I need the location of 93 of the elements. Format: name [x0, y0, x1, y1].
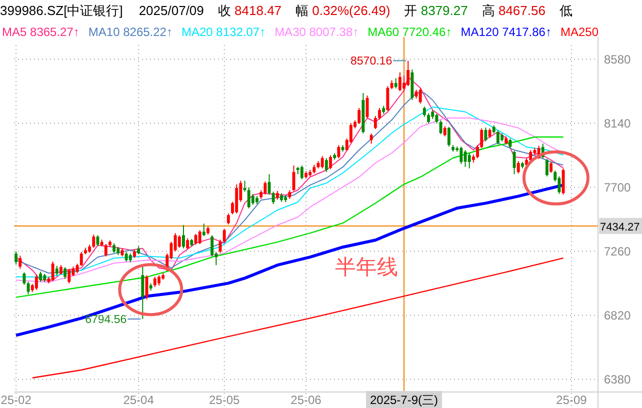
candlestick	[386, 86, 390, 112]
candlestick	[496, 130, 500, 145]
candlestick	[55, 265, 58, 276]
candlestick	[59, 264, 62, 276]
candlestick	[484, 127, 488, 142]
text: MA5 8365.27↑	[2, 25, 80, 39]
candlestick	[516, 160, 520, 174]
candlestick	[182, 224, 185, 249]
candlestick	[34, 274, 38, 290]
candlestick	[480, 128, 484, 149]
candlestick	[222, 228, 226, 244]
candlestick	[320, 156, 324, 169]
chart-title: 399986.SZ[中证银行]	[0, 3, 123, 18]
text: MA10 8265.22↑	[88, 25, 172, 39]
candlestick	[92, 234, 96, 248]
candlestick	[378, 108, 381, 120]
y-tick-label: 7260	[604, 244, 632, 258]
candlestick	[39, 271, 42, 282]
candlestick	[76, 263, 79, 274]
annotation: 8570.16	[350, 56, 392, 68]
candlestick	[418, 88, 422, 104]
candlestick	[545, 158, 548, 177]
candlestick	[247, 186, 250, 209]
candlestick	[68, 268, 71, 284]
y-tick-label: 8580	[604, 52, 632, 66]
candlestick	[153, 276, 156, 288]
text: 2025/07/09	[138, 3, 204, 18]
candlestick	[104, 244, 108, 257]
candlestick	[51, 260, 54, 282]
text: 收 8418.47	[218, 3, 282, 18]
candlestick	[508, 138, 512, 149]
candlestick	[329, 154, 332, 170]
x-tick-label: 25-09	[556, 393, 588, 407]
annotation: 6794.56	[85, 314, 127, 326]
text: MA250	[560, 25, 599, 39]
ref-line-label: 7434.27	[600, 221, 640, 234]
x-tick-label: 2025-7-9(三)	[370, 393, 438, 407]
candlestick	[300, 164, 304, 180]
y-tick-label: 7700	[604, 180, 632, 194]
candlestick	[264, 180, 267, 196]
candlestick	[476, 144, 479, 159]
candlestick	[558, 176, 561, 194]
candlestick	[251, 193, 254, 206]
candlestick	[18, 255, 22, 270]
y-tick-label: 8140	[604, 116, 632, 130]
y-tick-label: 6380	[604, 372, 632, 386]
candlestick	[202, 223, 206, 237]
candlestick	[226, 212, 230, 225]
annotation: 半年线	[335, 256, 398, 280]
candlestick	[186, 238, 190, 250]
text: MA30 8007.38↑	[274, 25, 359, 39]
y-tick-label: 6820	[604, 308, 632, 322]
candlestick	[427, 112, 430, 124]
text: 幅 0.32%(26.49)	[296, 3, 390, 18]
candlestick	[178, 234, 181, 248]
x-tick-label: 25-05	[208, 393, 240, 407]
candlestick	[460, 146, 463, 165]
candlestick	[443, 126, 446, 137]
candlestick	[337, 144, 340, 159]
candlestick	[562, 168, 565, 196]
candlestick	[198, 230, 202, 245]
text: MA60 7720.46↑	[368, 25, 452, 39]
text: MA20 8132.07↑	[181, 25, 266, 39]
candlestick	[324, 158, 328, 173]
x-tick-label: 25-04	[123, 393, 154, 407]
candlestick	[422, 106, 426, 118]
candlestick	[22, 272, 26, 286]
candlestick	[374, 116, 377, 130]
candlestick	[14, 250, 18, 265]
x-tick-label: 25-06	[290, 393, 322, 407]
candlestick	[406, 60, 410, 87]
candlestick	[394, 78, 398, 89]
x-tick-label: 25-02	[0, 393, 32, 407]
candlestick	[468, 152, 471, 169]
candlestick	[447, 126, 450, 148]
candlestick	[210, 234, 214, 257]
candlestick	[550, 161, 553, 174]
candlestick	[358, 108, 361, 125]
candlestick	[80, 252, 83, 266]
candlestick	[124, 252, 128, 262]
candlestick	[26, 281, 30, 295]
text: 高 8467.56	[482, 3, 546, 18]
candlestick	[370, 132, 373, 144]
candlestick	[435, 113, 438, 124]
candlestick	[272, 191, 275, 205]
text: 低	[559, 3, 572, 18]
candlestick	[141, 266, 144, 320]
candlestick	[398, 72, 402, 92]
text: MA120 7417.86↑	[460, 25, 552, 39]
text: 开 8379.27	[404, 3, 468, 18]
candlestick	[158, 274, 160, 286]
candlestick	[112, 242, 116, 254]
candlestick	[64, 266, 67, 280]
